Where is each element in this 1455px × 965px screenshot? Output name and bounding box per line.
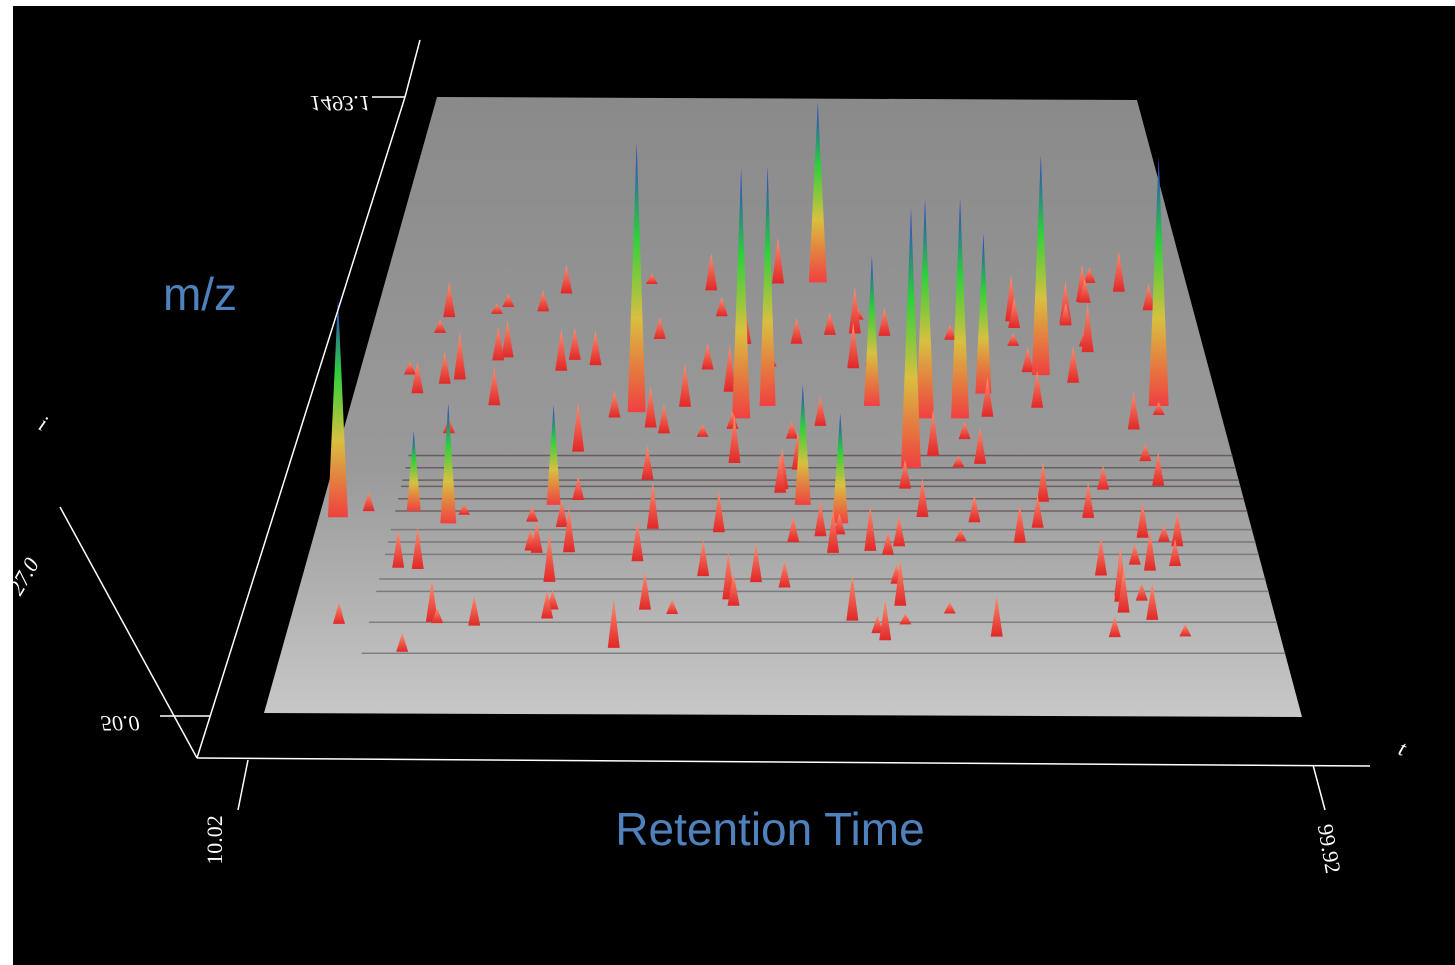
y-axis-label: m/z [163, 268, 237, 320]
plot-view: m/z Retention Time 10.02 99.92 50.0 1493… [0, 0, 1455, 965]
x-axis-label: Retention Time [615, 803, 924, 855]
y-end-label: 1493.1 [310, 91, 371, 116]
y-start-label: 50.0 [101, 711, 140, 736]
surface [264, 97, 1302, 717]
x-start-label: 10.02 [202, 815, 227, 865]
